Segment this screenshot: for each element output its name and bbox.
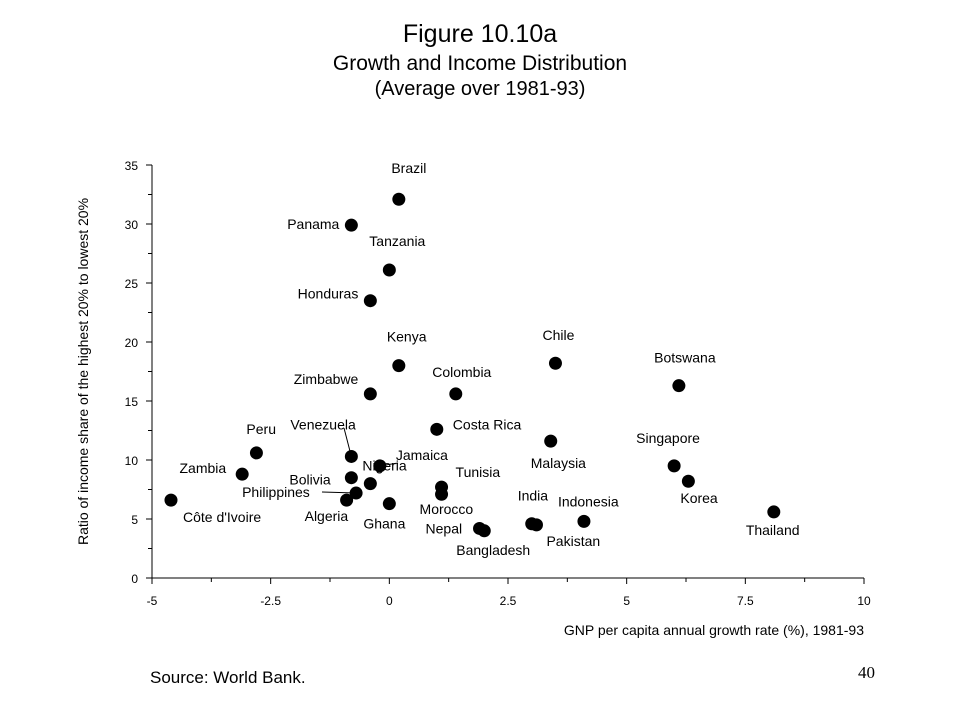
- source-note: Source: World Bank.: [150, 668, 306, 687]
- data-point: [577, 514, 591, 528]
- chart-title: Figure 10.10a: [402, 20, 558, 48]
- page-number: 40: [858, 663, 875, 682]
- x-tick-label: 7.5: [737, 594, 754, 608]
- point-label: Bangladesh: [456, 542, 530, 558]
- point-label: Kenya: [387, 329, 427, 345]
- y-tick-label: 10: [125, 454, 139, 468]
- data-point: [164, 493, 178, 507]
- y-tick-label: 15: [125, 395, 139, 409]
- data-point: [349, 486, 363, 500]
- x-tick-label: -2.5: [260, 594, 281, 608]
- point-label: Tunisia: [456, 464, 501, 480]
- point-label: Singapore: [636, 430, 700, 446]
- point-label: Nepal: [426, 520, 463, 536]
- x-tick-label: 10: [857, 594, 871, 608]
- y-tick-label: 25: [125, 277, 139, 291]
- data-point: [477, 524, 491, 538]
- x-tick-label: 2.5: [500, 594, 517, 608]
- data-point: [344, 218, 358, 232]
- data-point: [672, 379, 686, 393]
- point-label: Colombia: [432, 364, 491, 380]
- y-tick-label: 35: [125, 159, 139, 173]
- point-label: Brazil: [391, 160, 426, 176]
- data-point: [249, 446, 263, 460]
- data-point: [392, 192, 406, 206]
- chart-subtitle: Growth and Income Distribution: [332, 52, 628, 75]
- x-tick-label: -5: [147, 594, 158, 608]
- point-label: Honduras: [298, 286, 359, 302]
- y-tick-label: 30: [125, 218, 139, 232]
- point-label: Malaysia: [531, 455, 586, 471]
- point-label: Tanzania: [369, 233, 425, 249]
- point-label: Indonesia: [558, 493, 619, 509]
- data-point: [681, 474, 695, 488]
- point-label: Côte d'Ivoire: [183, 509, 261, 525]
- point-label: Thailand: [746, 522, 800, 538]
- data-point: [344, 471, 358, 485]
- point-label: Zimbabwe: [294, 371, 359, 387]
- y-axis-label: Ratio of income share of the highest 20%…: [75, 198, 91, 545]
- data-point: [544, 434, 558, 448]
- point-label: India: [518, 488, 549, 504]
- point-label: Chile: [543, 327, 575, 343]
- x-tick-label: 0: [386, 594, 393, 608]
- data-point: [667, 459, 681, 473]
- point-label: Botswana: [654, 350, 716, 366]
- point-label: Jamaica: [396, 447, 448, 463]
- data-point: [529, 518, 543, 532]
- point-label: Panama: [287, 216, 339, 232]
- x-axis-label: GNP per capita annual growth rate (%), 1…: [564, 622, 864, 638]
- point-label: Morocco: [420, 501, 474, 517]
- y-tick-label: 20: [125, 336, 139, 350]
- data-point: [363, 294, 377, 308]
- data-point: [344, 449, 358, 463]
- data-point: [382, 263, 396, 277]
- point-label: Nigeria: [362, 458, 407, 474]
- point-label: Ghana: [363, 516, 405, 532]
- data-point: [373, 459, 387, 473]
- data-point: [382, 497, 396, 511]
- x-tick-label: 5: [623, 594, 630, 608]
- point-label: Pakistan: [546, 533, 600, 549]
- point-label: Korea: [680, 490, 718, 506]
- y-tick-label: 0: [131, 572, 138, 586]
- point-label: Bolivia: [289, 472, 330, 488]
- point-label: Algeria: [305, 508, 349, 524]
- data-point: [235, 467, 249, 481]
- point-label: Zambia: [179, 460, 226, 476]
- data-point: [392, 359, 406, 373]
- data-point: [435, 487, 449, 501]
- data-point: [340, 493, 354, 507]
- point-label: Costa Rica: [453, 416, 522, 432]
- point-label: Venezuela: [290, 416, 356, 432]
- point-label: Peru: [246, 421, 276, 437]
- data-point: [767, 505, 781, 519]
- data-point: [363, 387, 377, 401]
- data-point: [363, 477, 377, 491]
- chart-subtitle-period: (Average over 1981-93): [374, 78, 586, 100]
- data-point: [449, 387, 463, 401]
- point-label: Philippines: [242, 484, 310, 500]
- y-tick-label: 5: [131, 513, 138, 527]
- data-point: [548, 356, 562, 370]
- data-point: [430, 422, 444, 436]
